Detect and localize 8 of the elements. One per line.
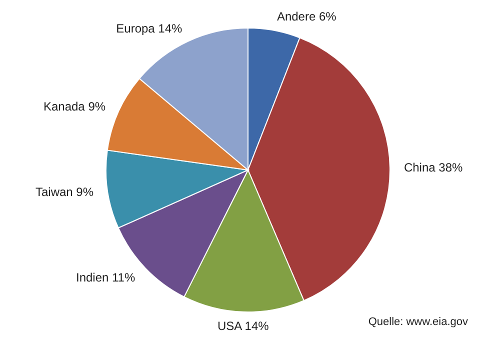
- slice-label: Taiwan 9%: [35, 184, 94, 199]
- slice-label: Andere 6%: [276, 10, 337, 24]
- slice-label: Indien 11%: [76, 270, 136, 285]
- slice-label: China 38%: [404, 160, 464, 175]
- slice-label: Kanada 9%: [43, 99, 106, 114]
- slice-label: Europa 14%: [116, 22, 183, 36]
- source-note: Quelle: www.eia.gov: [368, 316, 468, 328]
- slice-label: USA 14%: [217, 318, 270, 333]
